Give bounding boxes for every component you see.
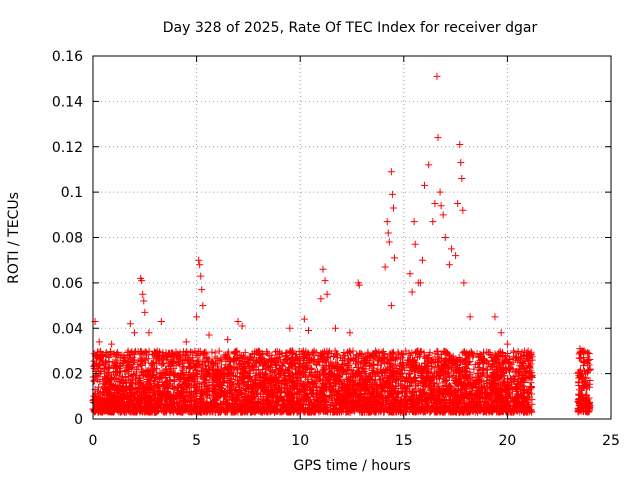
- data-point: [391, 388, 399, 396]
- data-point: [144, 355, 152, 363]
- data-point: [271, 348, 279, 356]
- data-point: [306, 371, 314, 379]
- data-point: [514, 347, 522, 355]
- data-point: [185, 363, 193, 371]
- grid-lines: [93, 56, 611, 419]
- data-point: [293, 375, 301, 383]
- chart-title: Day 328 of 2025, Rate Of TEC Index for r…: [163, 20, 538, 36]
- data-point: [496, 386, 504, 394]
- data-point: [277, 389, 285, 397]
- data-point: [470, 365, 478, 373]
- data-point: [208, 348, 216, 356]
- data-point: [345, 348, 353, 356]
- data-points: [89, 72, 594, 416]
- data-point: [158, 360, 166, 368]
- data-point: [419, 366, 427, 374]
- data-point: [412, 349, 420, 357]
- data-point: [426, 348, 434, 356]
- data-point: [309, 349, 317, 357]
- data-point: [211, 349, 219, 357]
- data-point: [445, 373, 453, 381]
- data-point: [115, 372, 123, 380]
- data-point: [473, 350, 481, 358]
- data-point: [471, 360, 479, 368]
- data-point: [124, 347, 132, 355]
- data-point: [263, 348, 271, 356]
